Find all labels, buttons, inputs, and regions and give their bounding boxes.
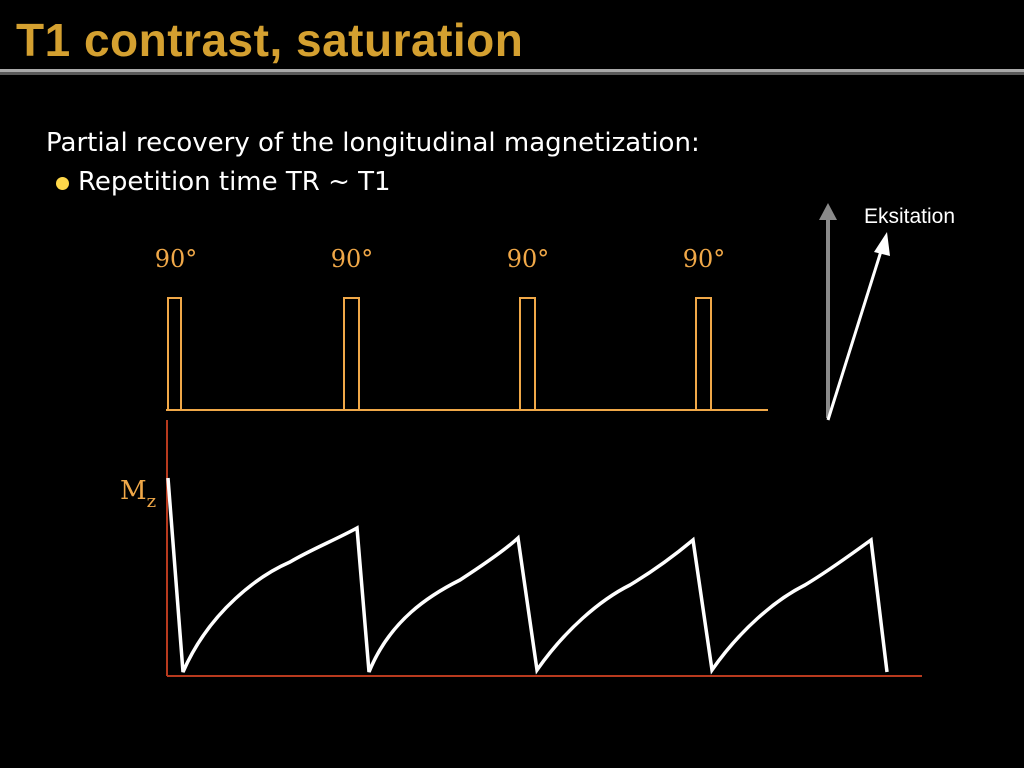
pulse-3 (519, 297, 536, 410)
pulse-sequence (166, 297, 768, 411)
tilted-arrow-icon (874, 232, 890, 256)
pulse-2 (343, 297, 360, 410)
excitation-label: Eksitation (864, 205, 955, 228)
pulse-label-2: 90° (331, 245, 374, 273)
tilted-arrow-shaft (826, 247, 884, 421)
pulse-label-1: 90° (155, 245, 198, 273)
pulse-4 (695, 297, 712, 410)
excitation-arrows (819, 203, 890, 421)
pulse-1 (167, 297, 182, 410)
mz-axes (166, 420, 922, 677)
title-underline (0, 69, 1024, 72)
mz-axis-label: Mz (120, 476, 156, 512)
mz-recovery-curve (166, 477, 889, 675)
bullet-dot-icon (56, 177, 69, 190)
slide-title: T1 contrast, saturation (16, 14, 524, 66)
up-arrow-icon (819, 203, 837, 220)
intro-text: Partial recovery of the longitudinal mag… (46, 128, 700, 158)
pulse-label-4: 90° (683, 245, 726, 273)
bullet-text: Repetition time TR ~ T1 (78, 167, 391, 197)
title-underline-shadow (0, 72, 1024, 75)
pulse-label-3: 90° (507, 245, 550, 273)
